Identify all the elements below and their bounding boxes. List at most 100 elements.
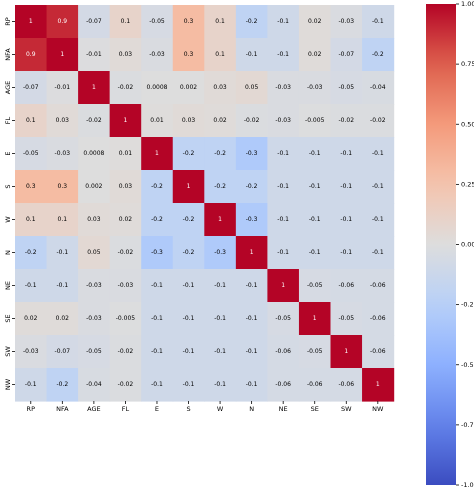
heatmap-cell xyxy=(235,38,268,72)
heatmap-cell-label: -0.1 xyxy=(25,282,37,289)
heatmap-cell-label: -0.1 xyxy=(309,249,321,256)
heatmap-cell-label: -0.1 xyxy=(214,282,226,289)
heatmap-cell xyxy=(298,368,332,402)
heatmap-cell-label: 0.1 xyxy=(215,18,225,25)
heatmap-cell xyxy=(204,38,237,72)
heatmap-cell xyxy=(172,38,205,72)
heatmap-cell xyxy=(109,368,142,402)
heatmap-cell xyxy=(204,368,237,402)
heatmap-cell xyxy=(78,104,111,138)
heatmap-cell xyxy=(362,302,395,336)
heatmap-cell xyxy=(330,104,363,138)
heatmap-cell-label: -0.03 xyxy=(55,150,71,157)
heatmap-cell-label: -0.2 xyxy=(372,51,384,58)
heatmap-cell-label: -0.05 xyxy=(307,282,323,289)
heatmap-cell-label: 0.3 xyxy=(184,51,194,58)
heatmap-cell xyxy=(109,269,142,303)
heatmap-cell xyxy=(15,302,48,336)
heatmap-cell-label: -0.1 xyxy=(277,216,289,223)
heatmap-cell-label: -0.1 xyxy=(340,183,352,190)
heatmap-cell-label: -0.1 xyxy=(246,348,258,355)
heatmap-cell-label: 1 xyxy=(60,51,64,58)
heatmap-cell xyxy=(330,236,363,270)
heatmap-cell-label: -0.07 xyxy=(86,18,102,25)
heatmap-cell xyxy=(362,137,395,171)
heatmap-cell-label: -0.02 xyxy=(339,117,355,124)
heatmap-cell-label: -0.06 xyxy=(370,315,386,322)
heatmap-cell xyxy=(235,104,268,138)
heatmap-cell xyxy=(298,302,332,336)
heatmap-cell-label: -0.1 xyxy=(372,150,384,157)
heatmap-cell xyxy=(330,71,363,105)
heatmap-cell-label: -0.2 xyxy=(151,216,163,223)
heatmap-cell-label: 0.01 xyxy=(119,150,133,157)
heatmap-cell-label: -0.04 xyxy=(370,84,386,91)
heatmap-cell-label: -0.1 xyxy=(340,249,352,256)
heatmap-cell xyxy=(330,269,363,303)
heatmap-cell xyxy=(109,203,142,237)
heatmap-cell-label: 1 xyxy=(281,282,285,289)
heatmap-cell-label: -0.03 xyxy=(86,282,102,289)
heatmap-cell-label: -0.2 xyxy=(214,150,226,157)
heatmap-cell xyxy=(204,71,237,105)
heatmap-cell xyxy=(78,71,111,105)
heatmap-cell xyxy=(235,5,268,39)
heatmap-cell-label: 0.05 xyxy=(87,249,101,256)
heatmap-cell xyxy=(204,302,237,336)
heatmap-cell-label: 1 xyxy=(29,18,33,25)
y-axis-tick-label: N xyxy=(4,250,12,255)
heatmap-cell xyxy=(172,71,205,105)
x-axis-tick-label: S xyxy=(186,405,190,413)
heatmap-cell-label: 0.9 xyxy=(58,18,68,25)
heatmap-cell xyxy=(141,104,174,138)
heatmap-cell-label: -0.1 xyxy=(151,348,163,355)
y-axis-tick-label: E xyxy=(4,151,12,155)
heatmap-cell-label: -0.02 xyxy=(118,249,134,256)
heatmap-cell-label: -0.1 xyxy=(183,282,195,289)
heatmap-cell-label: -0.06 xyxy=(307,381,323,388)
heatmap-cell-label: -0.04 xyxy=(86,381,102,388)
heatmap-cell-label: -0.05 xyxy=(23,150,39,157)
heatmap-cell-label: -0.2 xyxy=(246,183,258,190)
heatmap-cell xyxy=(330,203,363,237)
heatmap-cell xyxy=(46,335,79,369)
heatmap-cell-label: -0.1 xyxy=(183,315,195,322)
heatmap-cell-label: -0.06 xyxy=(275,381,291,388)
heatmap-cell xyxy=(109,5,142,39)
heatmap-cell-label: -0.1 xyxy=(56,249,68,256)
heatmap-cell xyxy=(267,5,300,39)
heatmap-cell xyxy=(46,137,79,171)
heatmap-cell xyxy=(15,5,48,39)
heatmap-cell-label: 0.3 xyxy=(58,183,68,190)
heatmap-cell-label: -0.03 xyxy=(339,18,355,25)
heatmap-cell xyxy=(362,104,395,138)
colorbar xyxy=(426,4,456,485)
heatmap-cell xyxy=(15,38,48,72)
heatmap-cell xyxy=(141,269,174,303)
heatmap-cell-label: 0.01 xyxy=(150,117,164,124)
heatmap-cell xyxy=(109,236,142,270)
colorbar-tick-label: -1.00 xyxy=(461,481,474,489)
heatmap-cell-label: 0.1 xyxy=(26,216,36,223)
heatmap-cell xyxy=(46,269,79,303)
heatmap-cell xyxy=(46,5,79,39)
heatmap-cell xyxy=(141,5,174,39)
heatmap-cell-label: 1 xyxy=(313,315,317,322)
heatmap-cell xyxy=(267,302,300,336)
y-axis-tick-label: W xyxy=(4,216,12,223)
heatmap-cell-label: -0.1 xyxy=(340,150,352,157)
heatmap-cell xyxy=(78,170,111,204)
heatmap-cell-label: -0.1 xyxy=(56,282,68,289)
heatmap-cell xyxy=(362,203,395,237)
heatmap-cell xyxy=(235,170,268,204)
heatmap-cell-label: -0.2 xyxy=(183,249,195,256)
heatmap-cell xyxy=(172,170,205,204)
heatmap-cell xyxy=(267,71,300,105)
heatmap-cell-label: 1 xyxy=(376,381,380,388)
heatmap-cell xyxy=(78,302,111,336)
heatmap-cell xyxy=(267,137,300,171)
heatmap-cell xyxy=(172,368,205,402)
heatmap-cell xyxy=(330,5,363,39)
x-axis-tick-label: NE xyxy=(279,405,288,413)
